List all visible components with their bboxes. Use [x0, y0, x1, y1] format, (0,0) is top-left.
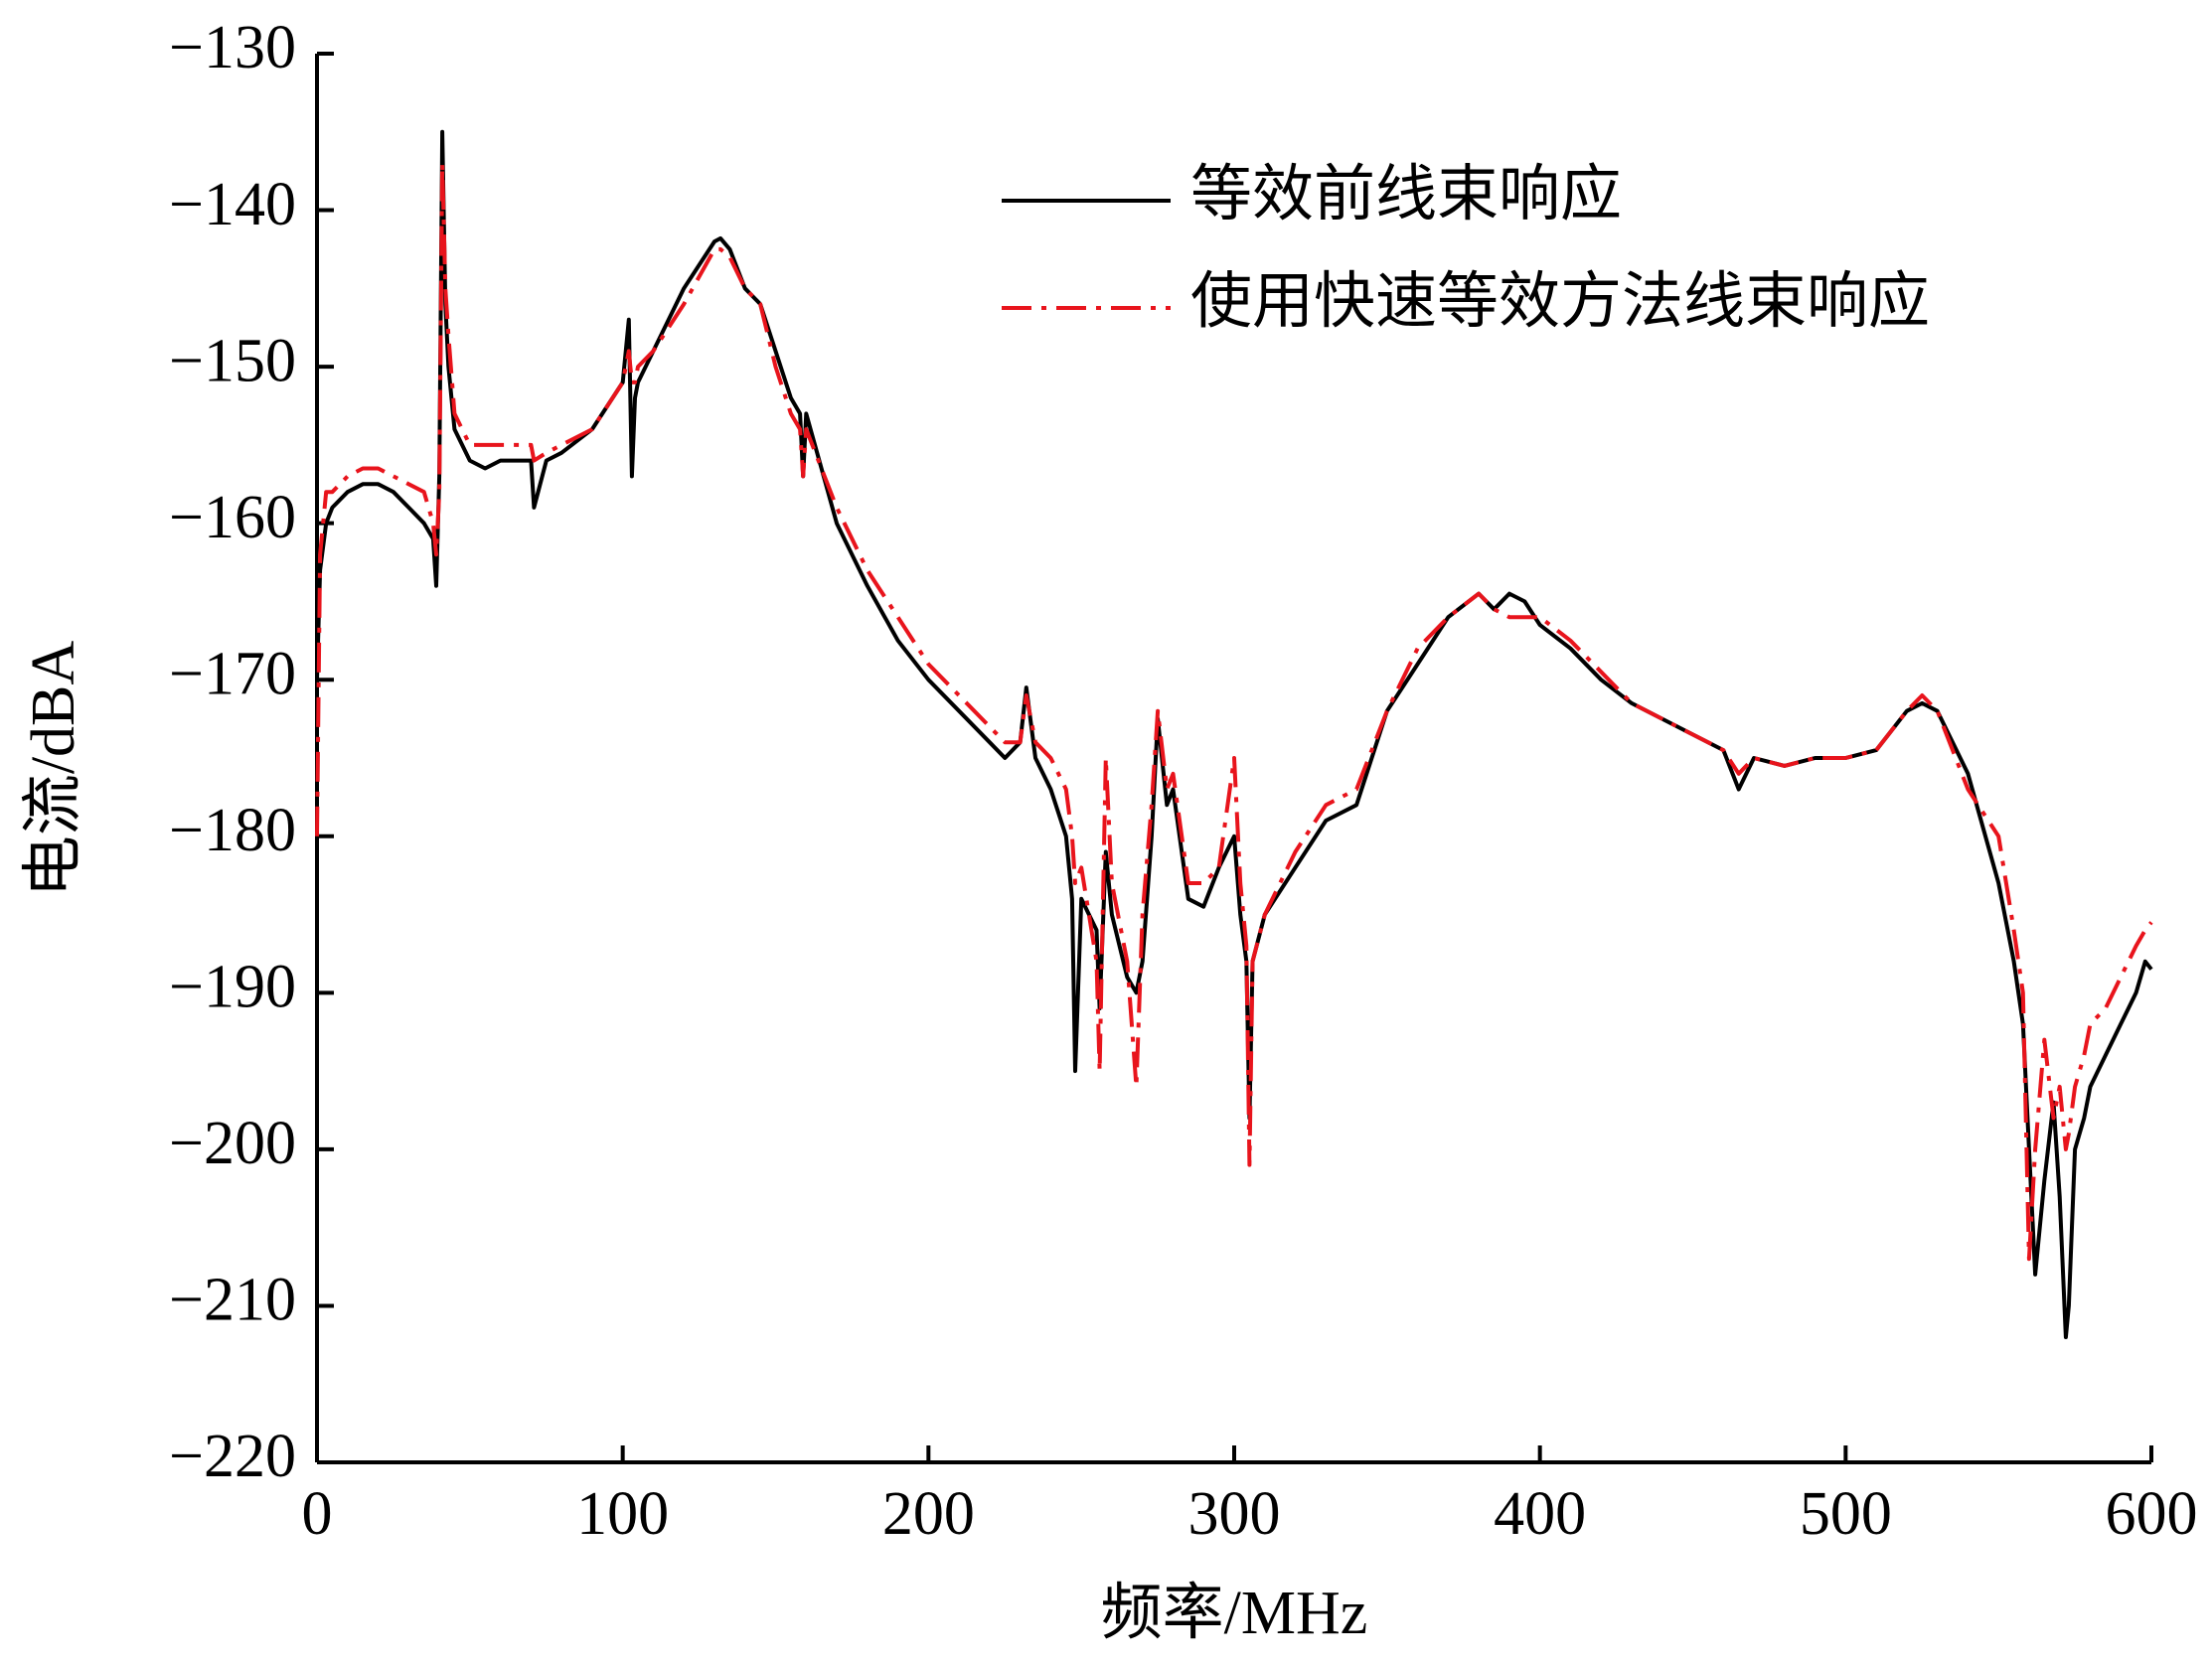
y-tick-label: −140 — [169, 171, 296, 238]
y-tick-label: −160 — [169, 484, 296, 551]
x-tick-label: 300 — [1188, 1480, 1281, 1548]
x-tick-label: 100 — [576, 1480, 669, 1548]
legend-label: 等效前线束响应 — [1190, 161, 1622, 228]
y-tick-label: −200 — [169, 1110, 296, 1177]
y-tick-label: −130 — [169, 14, 296, 81]
x-tick-label: 600 — [2106, 1480, 2198, 1548]
y-tick-label: −170 — [169, 640, 296, 707]
legend-label: 使用快速等效方法线束响应 — [1190, 268, 1930, 336]
y-tick-label: −220 — [169, 1423, 296, 1490]
y-tick-label: −180 — [169, 797, 296, 864]
y-tick-label: −190 — [169, 954, 296, 1021]
series-line — [315, 129, 2153, 1339]
y-tick-label: −150 — [169, 327, 296, 394]
x-tick-label: 400 — [1494, 1480, 1586, 1548]
x-tick-label: 200 — [882, 1480, 975, 1548]
y-tick-label: −210 — [169, 1267, 296, 1334]
x-tick-label: 500 — [1800, 1480, 1892, 1548]
x-tick-label: 0 — [302, 1480, 333, 1548]
y-axis-label: 电流/dBA — [20, 641, 87, 898]
series-line — [315, 161, 2153, 1262]
x-axis-label: 频率/MHz — [1101, 1580, 1368, 1647]
